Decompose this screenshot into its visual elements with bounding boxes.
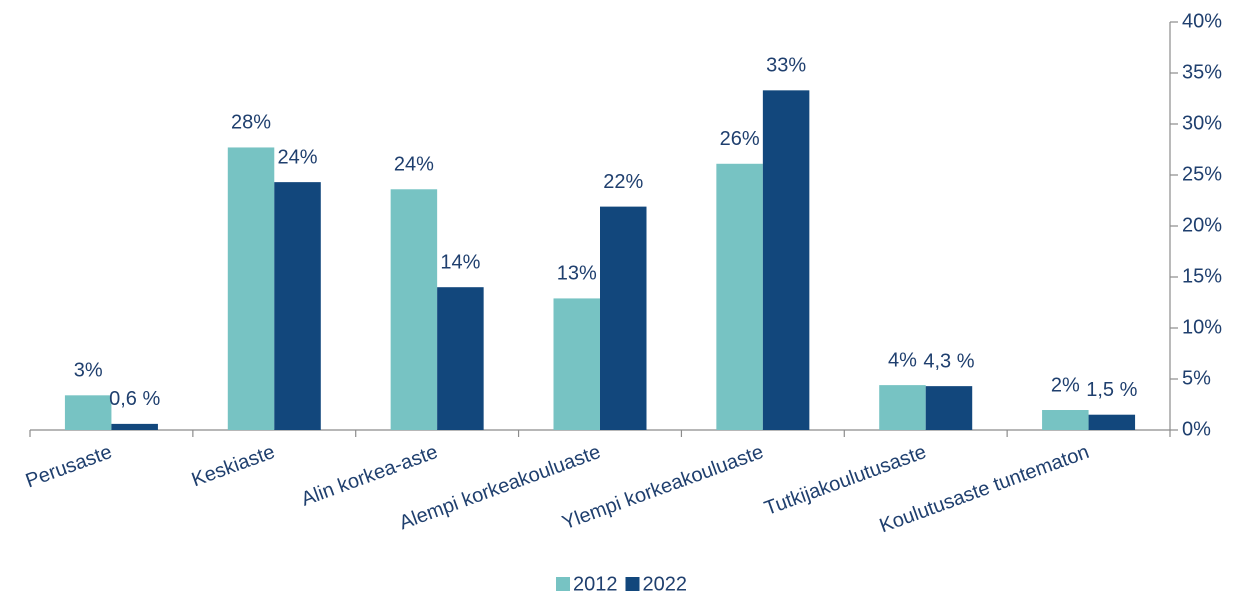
bar <box>925 386 973 430</box>
value-label: 24% <box>278 146 318 168</box>
bar <box>437 287 484 430</box>
value-label: 4,3 % <box>923 350 974 372</box>
value-label: 13% <box>557 263 597 285</box>
bar <box>390 189 438 430</box>
value-label: 14% <box>440 251 480 273</box>
bar <box>762 90 810 430</box>
value-label: 22% <box>603 171 643 193</box>
y-tick-label: 5% <box>1182 367 1211 389</box>
y-tick-label: 0% <box>1182 418 1211 440</box>
value-label: 33% <box>766 55 806 77</box>
bar <box>274 182 321 430</box>
bar <box>553 298 600 430</box>
bar <box>879 385 926 430</box>
bar <box>227 147 275 430</box>
value-label: 24% <box>394 154 434 176</box>
y-tick-label: 15% <box>1182 265 1222 287</box>
value-label: 1,5 % <box>1086 379 1137 401</box>
value-label: 3% <box>74 360 103 382</box>
value-label: 0,6 % <box>109 388 160 410</box>
y-tick-label: 40% <box>1182 10 1222 32</box>
y-tick-label: 35% <box>1182 61 1222 83</box>
y-tick-label: 10% <box>1182 316 1222 338</box>
x-tick-label: Perusaste <box>23 441 115 492</box>
x-tick-label: Keskiaste <box>189 441 278 491</box>
value-label: 4% <box>888 349 917 371</box>
x-tick-label: Alin korkea-aste <box>298 441 440 511</box>
value-label: 2% <box>1051 374 1080 396</box>
y-tick-label: 30% <box>1182 112 1222 134</box>
bar <box>64 395 112 430</box>
bar <box>1042 410 1089 430</box>
bar <box>716 163 763 430</box>
value-label: 28% <box>231 112 271 134</box>
legend-swatch <box>556 577 570 591</box>
y-tick-label: 25% <box>1182 163 1222 185</box>
value-label: 26% <box>720 128 760 150</box>
bar <box>111 423 158 430</box>
legend-label: 2022 <box>643 573 688 594</box>
legend-swatch <box>625 577 640 591</box>
legend-label: 2012 <box>573 573 618 594</box>
y-tick-label: 20% <box>1182 214 1222 236</box>
bar <box>1088 414 1136 430</box>
bar <box>600 206 647 430</box>
